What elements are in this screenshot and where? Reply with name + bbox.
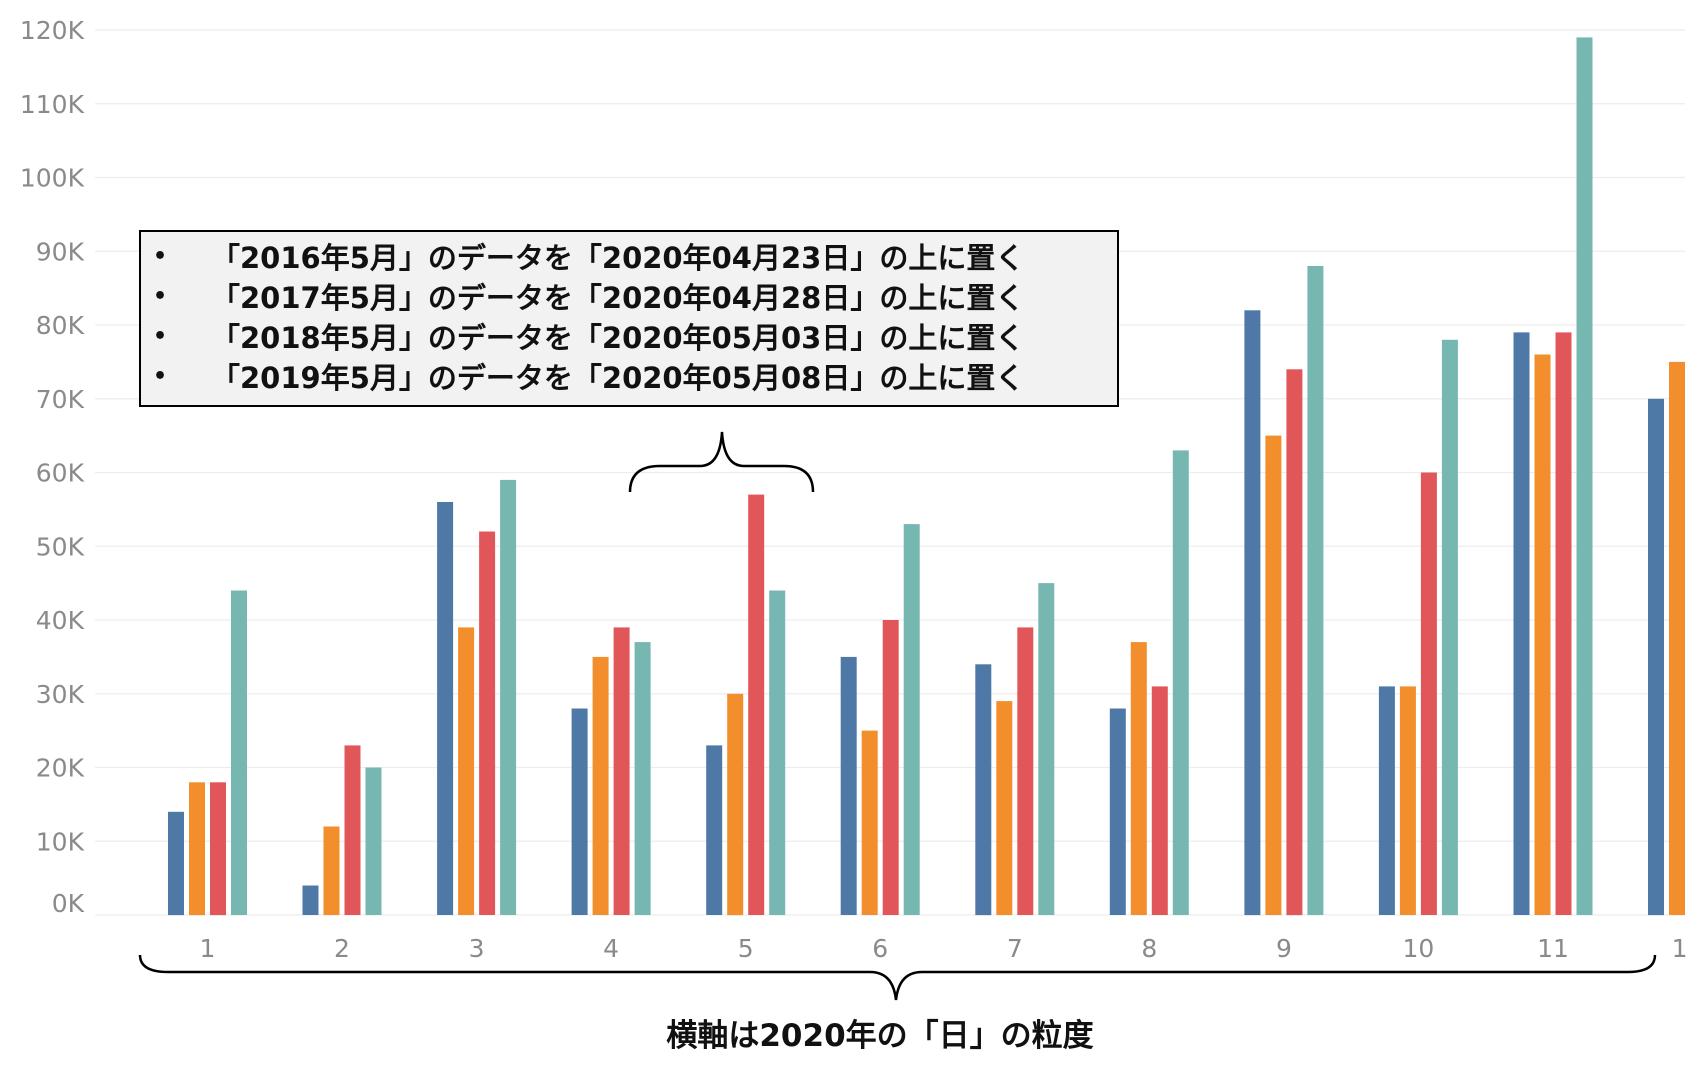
bar <box>1244 310 1261 916</box>
x-tick-label: 6 <box>872 934 888 963</box>
bar <box>1399 686 1416 915</box>
x-tick-label: 12 <box>1672 934 1688 963</box>
y-tick-label: 90K <box>36 237 85 266</box>
bar <box>1151 686 1168 915</box>
bar <box>1420 472 1437 915</box>
y-tick-label: 60K <box>36 459 85 488</box>
bar <box>996 701 1013 915</box>
bar <box>592 656 609 915</box>
bar <box>1576 37 1593 915</box>
annotation-brace <box>628 431 815 493</box>
bar <box>634 642 651 915</box>
bar <box>1172 450 1189 915</box>
bar <box>323 826 340 915</box>
bar <box>1441 339 1458 916</box>
bar <box>840 656 857 915</box>
x-tick-label: 8 <box>1141 934 1157 963</box>
bar <box>210 782 226 916</box>
y-tick-label: 0K <box>52 889 85 918</box>
annotation-text: 「2017年5月」のデータを「2020年04月28日」の上に置く <box>211 281 1025 315</box>
bullet: • <box>153 323 168 349</box>
y-tick-label: 80K <box>36 311 85 340</box>
bullet: • <box>153 363 168 389</box>
bar <box>769 590 786 915</box>
x-tick-label: 1 <box>200 934 216 963</box>
x-tick-label: 7 <box>1007 934 1023 963</box>
annotation-item: • 「2017年5月」のデータを「2020年04月28日」の上に置く <box>153 276 1117 316</box>
y-tick-label: 50K <box>36 532 85 561</box>
bar <box>613 627 630 915</box>
x-axis: 123456789101112 <box>200 934 1688 963</box>
bar <box>1669 361 1685 915</box>
x-tick-label: 2 <box>334 934 350 963</box>
bar <box>458 627 475 915</box>
bar <box>727 693 744 916</box>
x-axis-brace <box>138 954 1657 1001</box>
bar <box>748 494 765 915</box>
bar <box>365 767 382 915</box>
x-tick-label: 10 <box>1402 934 1434 963</box>
y-tick-label: 70K <box>36 385 85 414</box>
bar <box>1534 354 1551 915</box>
bar <box>1265 435 1282 915</box>
annotation-item: • 「2019年5月」のデータを「2020年05月08日」の上に置く <box>153 356 1117 396</box>
bars <box>168 37 1685 916</box>
y-tick-label: 110K <box>20 90 85 119</box>
bar <box>1286 369 1303 916</box>
bar <box>571 708 588 915</box>
x-tick-label: 3 <box>469 934 485 963</box>
bullet: • <box>153 283 168 309</box>
x-tick-label: 5 <box>738 934 754 963</box>
y-tick-label: 10K <box>36 827 85 856</box>
bar <box>1648 398 1664 916</box>
y-axis: 0K 10K 20K 30K 40K 50K 60K 70K 80K 90K 100K 110K 120… <box>20 16 85 918</box>
x-axis-caption: 横軸は2020年の「日」の粒度 <box>666 1018 1094 1054</box>
bar <box>1307 266 1324 915</box>
bar <box>1017 627 1034 915</box>
bar <box>302 885 319 915</box>
x-tick-label: 11 <box>1537 934 1569 963</box>
bar <box>1038 583 1055 915</box>
bar <box>975 664 992 916</box>
bar <box>861 730 878 915</box>
annotation-text: 「2016年5月」のデータを「2020年04月23日」の上に置く <box>211 241 1025 275</box>
bar <box>706 745 723 915</box>
bar <box>1378 686 1395 915</box>
bar <box>882 620 899 915</box>
bar <box>344 745 361 915</box>
annotation-item: • 「2016年5月」のデータを「2020年04月23日」の上に置く <box>153 236 1117 276</box>
annotation-text: 「2019年5月」のデータを「2020年05月08日」の上に置く <box>211 361 1025 395</box>
bar <box>437 502 454 915</box>
annotation-list: • 「2016年5月」のデータを「2020年04月23日」の上に置く • 「2017… <box>153 236 1117 396</box>
x-tick-label: 4 <box>603 934 619 963</box>
bar <box>1513 332 1530 915</box>
bar <box>168 811 184 916</box>
bar <box>1109 708 1126 915</box>
y-tick-label: 30K <box>36 680 85 709</box>
y-tick-label: 20K <box>36 754 85 783</box>
bullet: • <box>153 243 168 269</box>
y-tick-label: 100K <box>20 164 85 193</box>
bar <box>500 479 517 915</box>
y-tick-label: 120K <box>20 16 85 45</box>
x-tick-label: 9 <box>1276 934 1292 963</box>
y-tick-label: 40K <box>36 606 85 635</box>
annotation-box: • 「2016年5月」のデータを「2020年04月23日」の上に置く • 「2017… <box>139 230 1119 407</box>
bar <box>189 782 205 916</box>
annotation-text: 「2018年5月」のデータを「2020年05月03日」の上に置く <box>211 321 1025 355</box>
annotation-item: • 「2018年5月」のデータを「2020年05月03日」の上に置く <box>153 316 1117 356</box>
bar <box>479 531 496 915</box>
bar <box>1130 642 1147 915</box>
bar <box>231 590 247 915</box>
bar <box>903 524 920 915</box>
bar <box>1555 332 1572 915</box>
